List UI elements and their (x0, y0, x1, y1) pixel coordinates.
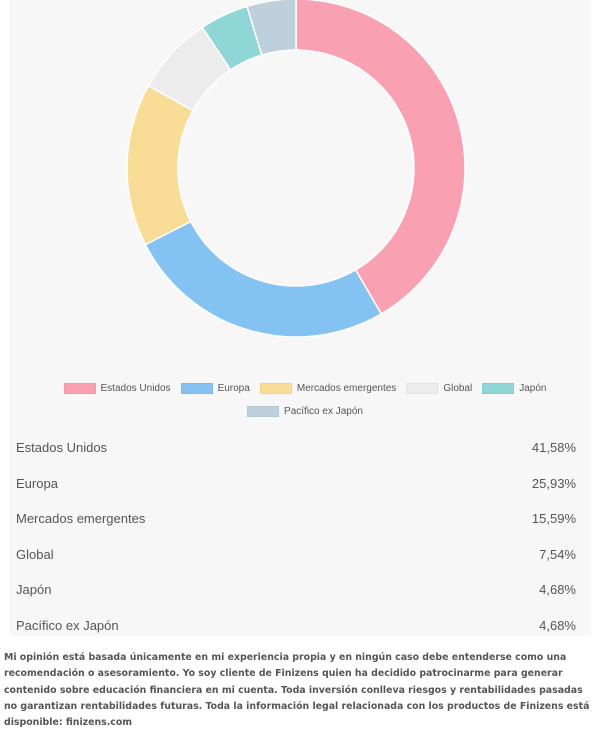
row-value: 41,58% (531, 440, 576, 456)
row-label: Mercados emergentes (16, 511, 146, 527)
legend-label: Europa (217, 383, 250, 394)
legend-item[interactable]: Mercados emergentes (259, 383, 397, 394)
row-label: Japón (16, 582, 52, 598)
table-row: Estados Unidos 41,58% (10, 430, 591, 466)
legend-swatch (482, 383, 515, 394)
legend-item[interactable]: Estados Unidos (63, 383, 171, 394)
table-row: Mercados emergentes 15,59% (10, 501, 591, 537)
row-label: Europa (16, 475, 58, 491)
legend-swatch (247, 406, 280, 417)
allocation-panel: Estados Unidos Europa Mercados emergentes G… (10, 0, 591, 636)
legend-label: Pacífico ex Japón (284, 406, 363, 417)
chart-area: Estados Unidos Europa Mercados emergentes G… (10, 0, 591, 430)
donut-slice-mercados-emergentes[interactable] (126, 84, 194, 246)
donut-slice-europa[interactable] (144, 220, 383, 338)
chart-legend: Estados Unidos Europa Mercados emergentes G… (50, 383, 560, 417)
row-label: Estados Unidos (16, 440, 108, 456)
legend-swatch (406, 383, 439, 394)
row-value: 4,68% (539, 582, 576, 598)
legend-item[interactable]: Japón (482, 383, 546, 394)
legend-swatch (63, 383, 96, 394)
legend-item[interactable]: Pacífico ex Japón (247, 406, 363, 417)
table-row: Pacífico ex Japón 4,68% (10, 608, 591, 644)
table-row: Europa 25,93% (10, 466, 591, 502)
allocation-table: Estados Unidos 41,58% Europa 25,93% Mercados… (10, 430, 591, 643)
table-row: Global 7,54% (10, 537, 591, 573)
legend-label: Japón (519, 383, 547, 394)
row-value: 15,59% (531, 511, 576, 527)
row-label: Pacífico ex Japón (16, 617, 119, 633)
disclaimer-text: Mi opinión está basada únicamente en mi … (4, 652, 590, 729)
legend-label: Estados Unidos (100, 383, 171, 394)
row-value: 25,93% (531, 475, 576, 491)
legend-label: Mercados emergentes (296, 383, 397, 394)
legend-swatch (180, 383, 213, 394)
legend-item[interactable]: Europa (180, 383, 250, 394)
donut-slice-estados-unidos[interactable] (295, 0, 466, 315)
row-label: Global (16, 546, 54, 562)
legend-swatch (259, 383, 292, 394)
legend-item[interactable]: Global (406, 383, 472, 394)
row-value: 4,68% (539, 617, 576, 633)
donut-slice-pacifico-ex-japon[interactable] (246, 0, 297, 56)
legend-label: Global (443, 383, 473, 394)
donut-chart (126, 0, 466, 338)
table-row: Japón 4,68% (10, 572, 591, 608)
row-value: 7,54% (539, 546, 576, 562)
